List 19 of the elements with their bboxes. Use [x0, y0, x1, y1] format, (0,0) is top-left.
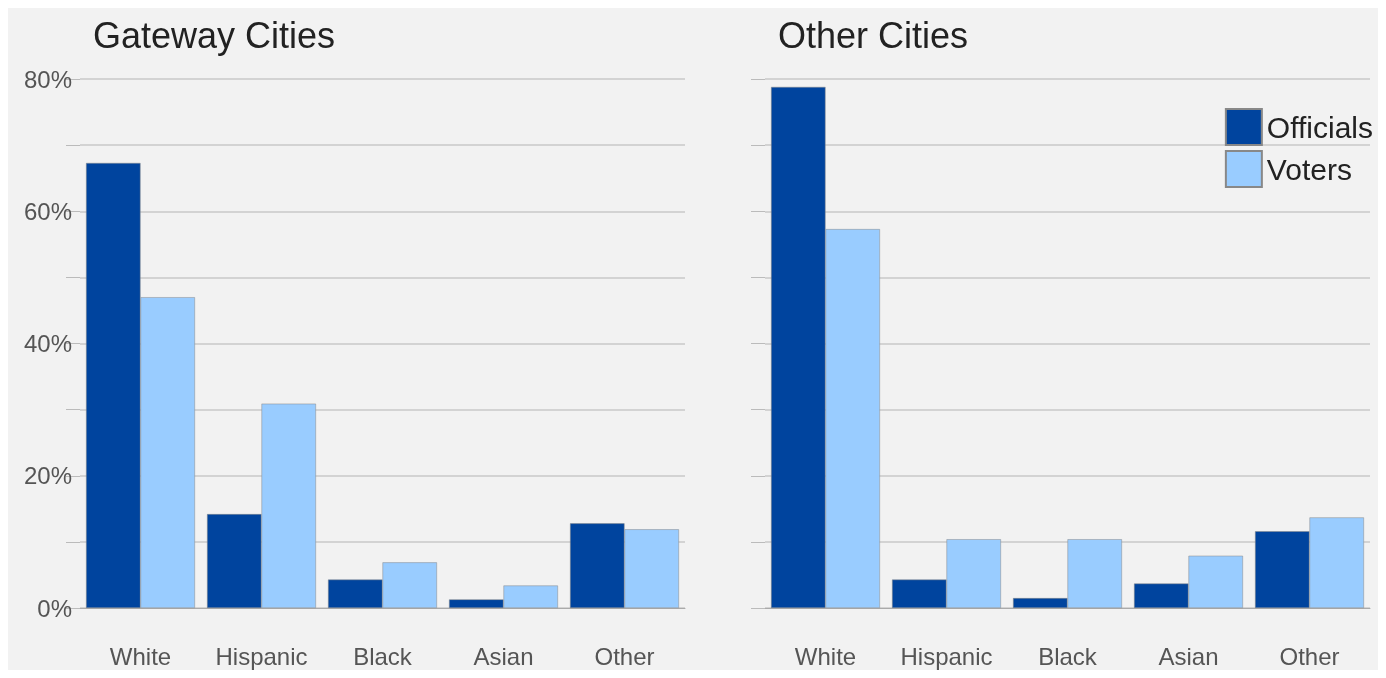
x-tick-label: White — [109, 642, 172, 670]
x-tick-label: Other — [594, 642, 655, 670]
y-tick-label: 0% — [37, 594, 72, 622]
x-tick-label: Other — [1279, 642, 1340, 670]
x-tick-label: Black — [1038, 642, 1098, 670]
x-tick-label: Asian — [473, 642, 534, 670]
y-tick-label: 60% — [23, 197, 72, 225]
x-tick-label: Asian — [1158, 642, 1219, 670]
y-tick-label: 20% — [23, 462, 72, 490]
y-tick-label: 80% — [23, 65, 72, 93]
x-tick-label: Hispanic — [900, 642, 993, 670]
x-tick-label: Hispanic — [215, 642, 308, 670]
x-tick-label: White — [794, 642, 857, 670]
legend-label: Voters — [1266, 152, 1352, 186]
legend-label: Officials — [1266, 110, 1374, 144]
y-tick-label: 40% — [23, 330, 72, 357]
x-tick-label: Black — [353, 642, 413, 670]
chart-title: Gateway Cities — [93, 14, 336, 56]
chart-title: Other Cities — [778, 14, 969, 56]
